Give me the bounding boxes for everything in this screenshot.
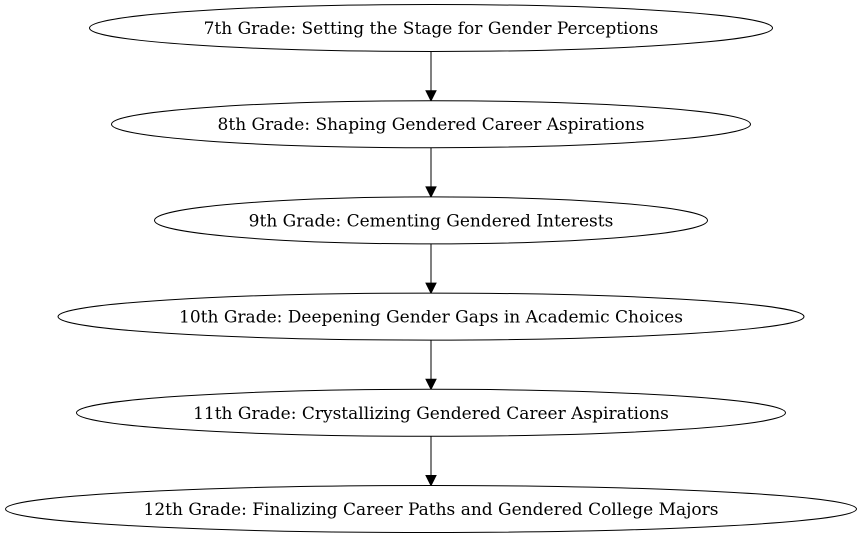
node-g7: 7th Grade: Setting the Stage for Gender …: [89, 4, 773, 52]
arrowhead-icon: [425, 186, 437, 199]
node-label-g9: 9th Grade: Cementing Gendered Interests: [249, 211, 614, 231]
node-g10: 10th Grade: Deepening Gender Gaps in Aca…: [57, 292, 805, 341]
edge-g9-to-g10: [425, 243, 437, 295]
arrowhead-icon: [425, 475, 437, 487]
node-g11: 11th Grade: Crystallizing Gendered Caree…: [76, 388, 786, 437]
node-label-g10: 10th Grade: Deepening Gender Gaps in Aca…: [179, 308, 683, 328]
arrowhead-icon: [425, 378, 437, 391]
node-shape-g9: [154, 196, 708, 245]
node-label-g7: 7th Grade: Setting the Stage for Gender …: [204, 19, 659, 39]
node-shape-g11: [76, 388, 786, 437]
edge-g8-to-g9: [425, 147, 437, 199]
edge-g7-to-g8: [425, 51, 437, 102]
node-label-g11: 11th Grade: Crystallizing Gendered Caree…: [193, 404, 669, 424]
node-g8: 8th Grade: Shaping Gendered Career Aspir…: [111, 100, 751, 149]
node-shape-g7: [89, 4, 773, 52]
node-g12: 12th Grade: Finalizing Career Paths and …: [5, 485, 857, 533]
node-g9: 9th Grade: Cementing Gendered Interests: [154, 196, 708, 245]
node-label-g12: 12th Grade: Finalizing Career Paths and …: [144, 500, 719, 520]
node-shape-g8: [111, 100, 751, 149]
arrowhead-icon: [425, 282, 437, 295]
node-shape-g12: [5, 485, 857, 533]
node-shape-g10: [57, 292, 805, 341]
edge-g11-to-g12: [425, 436, 437, 487]
node-label-g8: 8th Grade: Shaping Gendered Career Aspir…: [218, 115, 645, 135]
arrowhead-icon: [425, 90, 437, 102]
edge-g10-to-g11: [425, 340, 437, 391]
